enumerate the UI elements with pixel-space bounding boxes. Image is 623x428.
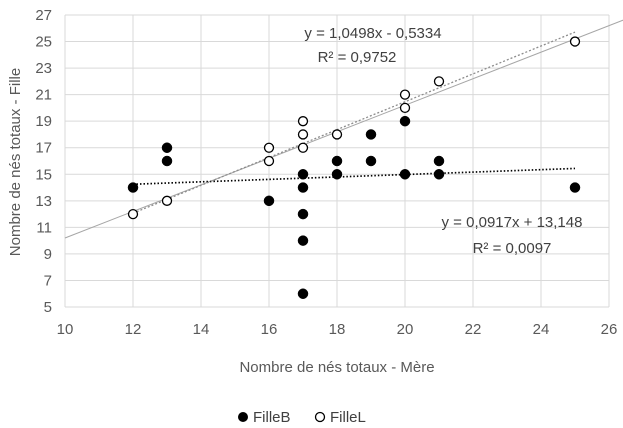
point-filleb	[331, 169, 343, 180]
legend-label-filleB: FilleB	[253, 409, 291, 426]
point-filleb	[297, 208, 309, 220]
x-tick-label: 20	[397, 321, 414, 338]
x-axis-title: Nombre de nés totaux - Mère	[239, 359, 434, 376]
point-fillel	[433, 76, 445, 87]
point-fillel	[399, 89, 411, 100]
point-fillel	[399, 102, 411, 114]
y-tick-label: 21	[35, 87, 52, 104]
reference-line	[64, 19, 623, 239]
x-tick-label: 22	[465, 321, 482, 338]
filleB-equation: y = 0,0917x + 13,148	[442, 214, 583, 231]
x-tick-labels: 10 12 14 16 18 20 22 24 26	[57, 321, 618, 338]
x-tick-label: 24	[533, 321, 550, 338]
point-fillel	[569, 36, 581, 47]
point-filleb	[161, 142, 173, 153]
x-tick-label: 12	[125, 321, 142, 338]
point-fillel	[263, 155, 275, 167]
point-filleb	[365, 155, 377, 167]
x-tick-label: 14	[193, 321, 210, 338]
data-points	[127, 36, 581, 299]
point-filleb	[297, 182, 309, 193]
x-tick-label: 16	[261, 321, 278, 338]
point-filleb	[365, 129, 377, 140]
y-tick-label: 27	[35, 7, 52, 24]
point-fillel	[127, 208, 139, 220]
point-fillel	[297, 116, 309, 127]
point-filleb	[569, 182, 581, 193]
legend-marker-filleB	[238, 412, 248, 422]
y-tick-label: 13	[35, 193, 52, 210]
legend-label-filleL: FilleL	[330, 409, 366, 426]
trend-lines	[64, 19, 623, 239]
y-tick-label: 15	[35, 166, 52, 183]
point-filleb	[297, 169, 309, 180]
filleL-equation: y = 1,0498x - 0,5334	[304, 25, 441, 42]
y-tick-label: 7	[44, 272, 52, 289]
y-tick-label: 17	[35, 140, 52, 157]
point-filleb	[399, 115, 411, 127]
point-fillel	[297, 129, 309, 140]
filleB-r2: R² = 0,0097	[473, 240, 552, 257]
y-axis-title: Nombre de nés totaux - Fille	[7, 68, 24, 256]
y-tick-label: 11	[36, 219, 52, 236]
y-tick-labels: 5 7 9 11 13 15 17 19 21 23 25 27	[35, 7, 52, 316]
point-filleb	[161, 155, 173, 167]
y-tick-label: 25	[35, 34, 52, 51]
x-tick-label: 18	[329, 321, 346, 338]
point-filleb	[127, 182, 139, 193]
y-tick-label: 9	[44, 246, 52, 263]
point-filleb	[433, 169, 445, 180]
point-fillel	[331, 129, 343, 140]
point-filleb	[297, 235, 309, 246]
legend: FilleB FilleL	[238, 409, 366, 426]
point-fillel	[297, 142, 309, 153]
trendline-filleb	[132, 167, 576, 186]
point-fillel	[161, 195, 173, 206]
legend-marker-filleL	[314, 411, 326, 423]
filleL-r2: R² = 0,9752	[318, 49, 397, 66]
point-filleb	[263, 195, 275, 207]
x-tick-label: 26	[601, 321, 618, 338]
y-tick-label: 19	[35, 113, 52, 130]
point-filleb	[399, 169, 411, 180]
y-tick-label: 23	[35, 60, 52, 77]
x-tick-label: 10	[57, 321, 74, 338]
point-filleb	[297, 288, 309, 299]
point-fillel	[263, 142, 275, 153]
point-filleb	[331, 155, 343, 167]
point-filleb	[433, 155, 445, 167]
y-tick-label: 5	[44, 299, 52, 316]
